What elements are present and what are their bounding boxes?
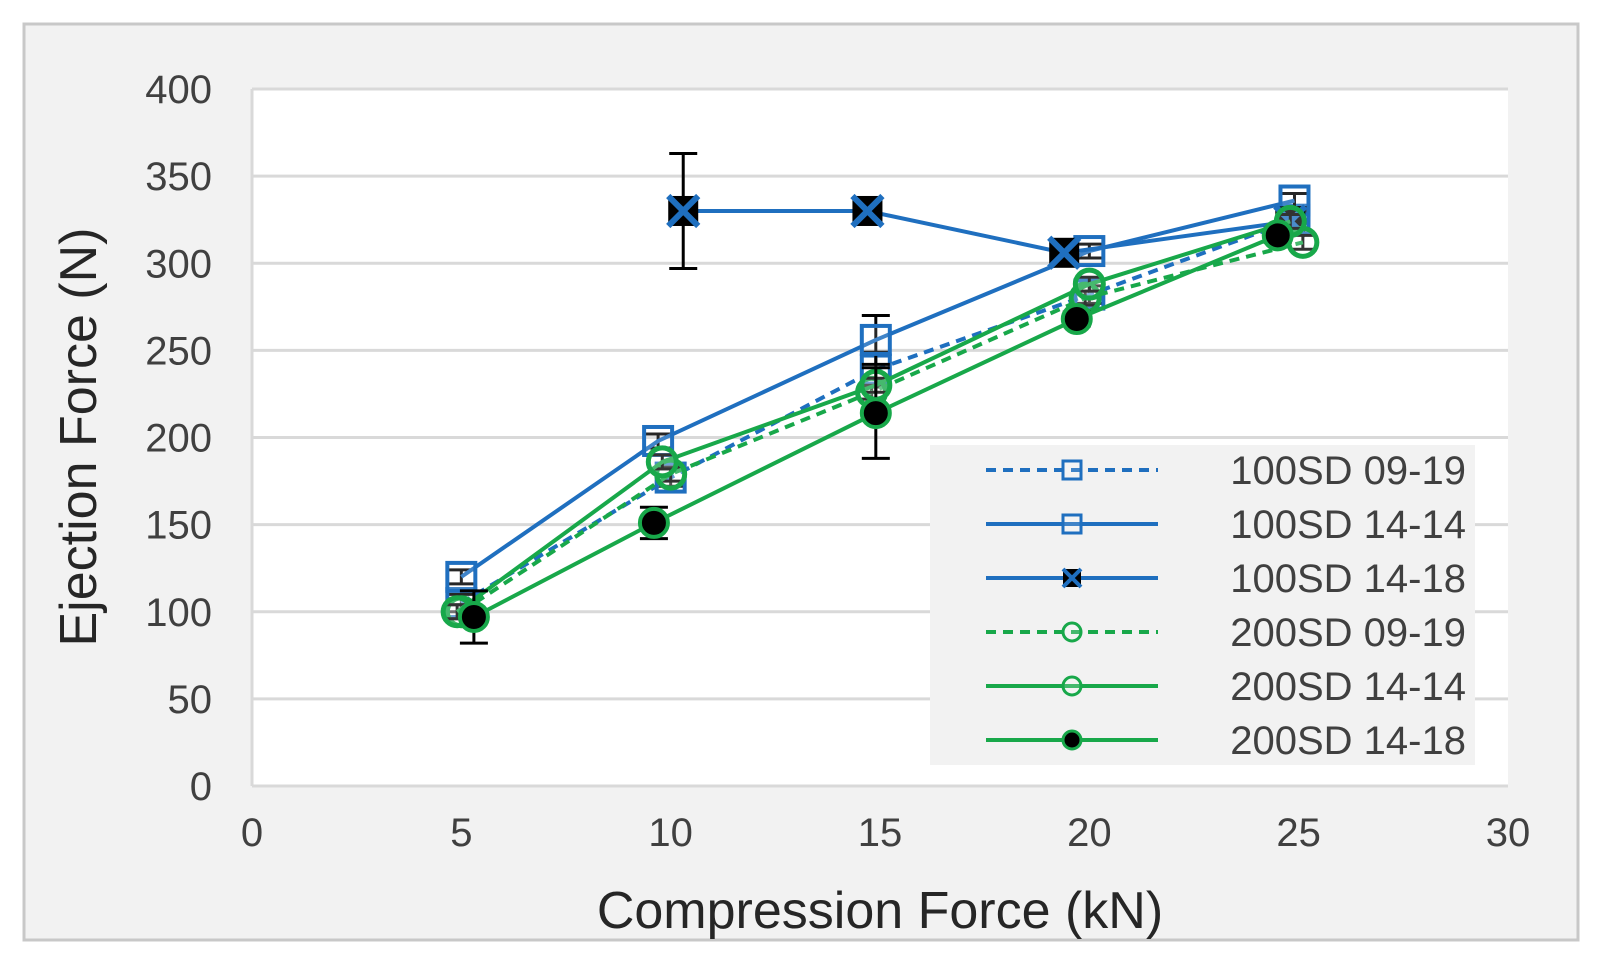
y-tick-label: 100 — [145, 591, 212, 635]
x-tick-label: 15 — [858, 811, 903, 855]
circle-marker — [1061, 675, 1083, 697]
series-200sd-14-18 — [457, 219, 1294, 645]
x-tick-label: 10 — [648, 811, 693, 855]
filled-circle-marker — [1060, 303, 1093, 336]
x-axis-title: Compression Force (kN) — [597, 882, 1163, 940]
axes-layer: 0 50 100 150 200 250 300 350 400 0 5 10 15 20 25 30 — [145, 68, 1530, 855]
circle-marker — [1061, 621, 1083, 643]
y-tick-label: 250 — [145, 329, 212, 373]
legend-label: 100SD 14-18 — [1230, 557, 1466, 601]
series-line — [683, 208, 1291, 255]
y-tick-label: 200 — [145, 417, 212, 461]
legend-item: 100SD 14-14 — [986, 503, 1466, 547]
y-tick-label: 350 — [145, 155, 212, 199]
x-tick-label: 25 — [1276, 811, 1321, 855]
x-tick-label: 5 — [450, 811, 472, 855]
x-marker — [850, 193, 885, 229]
square-marker — [1061, 513, 1083, 535]
y-tick-label: 150 — [145, 504, 212, 548]
series-line — [460, 198, 1295, 579]
x-tick-label: 20 — [1067, 811, 1112, 855]
circle-marker — [1072, 267, 1106, 301]
filled-circle-marker — [1261, 219, 1294, 252]
x-marker — [666, 193, 701, 229]
legend-item: 200SD 09-19 — [986, 611, 1466, 655]
legend-item: 100SD 09-19 — [986, 449, 1466, 493]
filled-circle-marker — [457, 600, 490, 633]
square-marker — [1061, 459, 1083, 481]
y-axis-title: Ejection Force (N) — [50, 228, 108, 647]
square-marker — [445, 560, 478, 593]
y-tick-label: 50 — [168, 678, 213, 722]
series-layer — [440, 151, 1320, 645]
x-tick-label: 30 — [1486, 811, 1531, 855]
legend-label: 200SD 14-18 — [1230, 719, 1466, 763]
square-marker — [859, 323, 892, 356]
legend-label: 200SD 14-14 — [1230, 665, 1466, 709]
y-tick-label: 0 — [190, 765, 212, 809]
x-marker — [1047, 235, 1082, 270]
legend-item: 100SD 14-18 — [986, 557, 1466, 601]
x-marker — [1061, 567, 1083, 589]
filled-circle-marker — [637, 506, 670, 539]
legend-box — [930, 445, 1475, 765]
x-tick-label: 0 — [241, 811, 263, 855]
legend: 100SD 09-19 100SD 14-14 100SD 14-18 200SD 0… — [930, 445, 1475, 765]
y-tick-label: 300 — [145, 242, 212, 286]
legend-item: 200SD 14-14 — [986, 665, 1466, 709]
legend-label: 100SD 14-14 — [1230, 503, 1466, 547]
legend-item: 200SD 14-18 — [986, 719, 1466, 763]
y-tick-label: 400 — [145, 68, 212, 112]
legend-label: 100SD 09-19 — [1230, 449, 1466, 493]
circle-marker — [645, 445, 679, 479]
series-line — [460, 217, 1296, 605]
filled-circle-marker — [1061, 729, 1083, 751]
filled-circle-marker — [859, 397, 892, 430]
legend-label: 200SD 09-19 — [1230, 611, 1466, 655]
